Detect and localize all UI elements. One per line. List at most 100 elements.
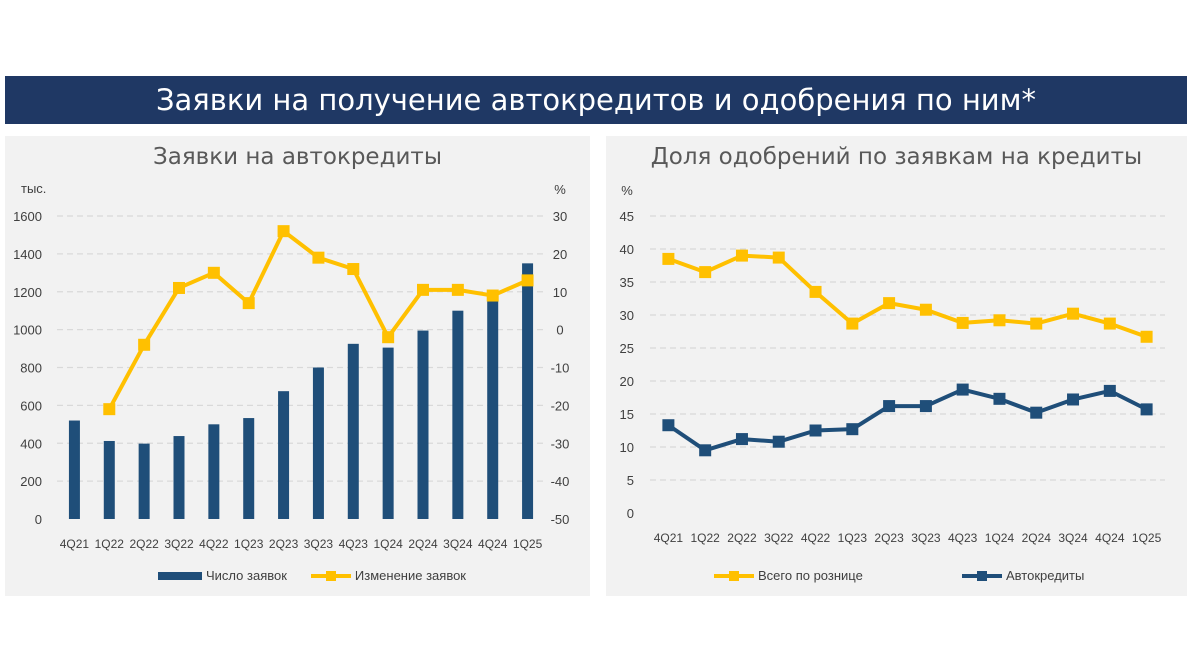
x-tick-label: 1Q24 [373,537,403,551]
bar [278,391,290,519]
x-tick-label: 1Q25 [513,537,543,551]
x-tick-label: 1Q22 [690,531,720,545]
applications-chart: 02004006008001000120014001600-50-40-30-2… [13,181,570,551]
y-tick-label: 35 [620,275,634,290]
y-unit-label: тыс. [21,181,46,196]
bar [382,347,394,519]
line-point [312,251,325,264]
legend-label-auto: Автокредиты [1006,568,1085,583]
bar [68,420,80,519]
line-point [1030,317,1043,330]
y-tick-label: 1600 [13,209,42,224]
line-point [699,444,712,457]
line-point [772,251,785,264]
legend-line-swatch [310,570,351,581]
bar [487,295,499,519]
bar [138,443,150,519]
x-tick-label: 2Q24 [408,537,438,551]
x-tick-label: 4Q24 [1095,531,1125,545]
y2-tick-label: 10 [553,285,567,300]
x-tick-label: 4Q21 [60,537,90,551]
line-point [347,263,360,276]
line-point [138,338,151,351]
line-point [809,285,822,298]
legend-label-change: Изменение заявок [354,568,466,583]
x-tick-label: 2Q23 [874,531,904,545]
x-tick-label: 3Q23 [304,537,334,551]
line-point [521,274,534,287]
x-tick-label: 1Q24 [985,531,1015,545]
line-point [1067,307,1080,320]
y2-unit-label: % [554,182,566,197]
y-unit-label: % [621,183,633,198]
line-point [242,297,255,310]
line-point [1140,330,1153,343]
x-tick-label: 4Q22 [801,531,831,545]
y-tick-label: 800 [20,361,42,376]
y-tick-label: 0 [627,506,634,521]
bar [208,424,220,519]
y2-tick-label: 30 [553,209,567,224]
y-tick-label: 30 [620,308,634,323]
x-tick-label: 4Q23 [948,531,978,545]
bar [452,310,464,519]
bar [522,263,534,519]
page-title-banner: Заявки на получение автокредитов и одобр… [5,76,1187,124]
x-tick-label: 1Q25 [1132,531,1162,545]
bar [243,418,255,519]
x-tick-label: 3Q23 [911,531,941,545]
line-point [993,392,1006,405]
y2-tick-label: 0 [556,323,563,338]
bar [347,343,359,519]
x-tick-label: 1Q22 [95,537,125,551]
line-point [207,266,220,279]
x-tick-label: 4Q23 [339,537,369,551]
x-tick-label: 4Q22 [199,537,229,551]
line-point [417,283,429,296]
x-tick-label: 2Q23 [269,537,299,551]
line-point [883,400,896,413]
line-point [735,249,748,262]
line-point [103,403,116,416]
page-title: Заявки на получение автокредитов и одобр… [155,83,1037,117]
approval-share-chart-panel: Доля одобрений по заявкам на кредиты 0 5 1… [606,136,1187,596]
applications-chart-legend: Число заявок Изменение заявок [158,568,466,583]
line-point [699,266,712,279]
line-point [486,289,499,302]
y-tick-label: 1200 [13,285,42,300]
line-point [1140,403,1153,416]
line-point [1030,406,1043,419]
y-tick-label: 45 [620,209,634,224]
y2-tick-label: -50 [551,512,570,527]
line-point [772,435,785,448]
line-point [1103,384,1116,397]
retail-approval-line [667,253,1148,339]
y-tick-label: 40 [620,242,634,257]
y-tick-label: 200 [20,474,42,489]
x-tick-label: 3Q24 [1058,531,1088,545]
approval-share-chart-title: Доля одобрений по заявкам на кредиты [650,144,1143,170]
approval-share-chart: 0 5 10 15 20 25 30 35 40 45% 4Q21 1Q22 2Q22 3Q22 4Q22 1… [620,183,1165,545]
x-tick-label: 3Q22 [164,537,194,551]
y2-tick-label: -10 [551,361,570,376]
bar [173,436,185,519]
line-point [956,383,969,396]
line-point [277,225,290,238]
x-tick-label: 3Q24 [443,537,473,551]
line-point [662,419,675,432]
x-tick-label: 2Q22 [727,531,757,545]
approval-share-legend-retail: Всего по рознице [714,568,863,583]
y2-tick-label: -40 [551,474,570,489]
line-point [993,314,1006,327]
y-tick-label: 25 [620,341,634,356]
x-tick-label: 3Q22 [764,531,794,545]
line-point [846,423,859,436]
line-point [919,400,932,413]
line-point [1103,317,1116,330]
line-point [809,424,822,437]
applications-chart-panel: Заявки на автокредиты 0 200 400 600 800 1000 1… [5,136,590,596]
y2-tick-label: -30 [551,436,570,451]
line-point [735,433,748,446]
y2-tick-label: 20 [553,247,567,262]
y-tick-label: 400 [20,436,42,451]
